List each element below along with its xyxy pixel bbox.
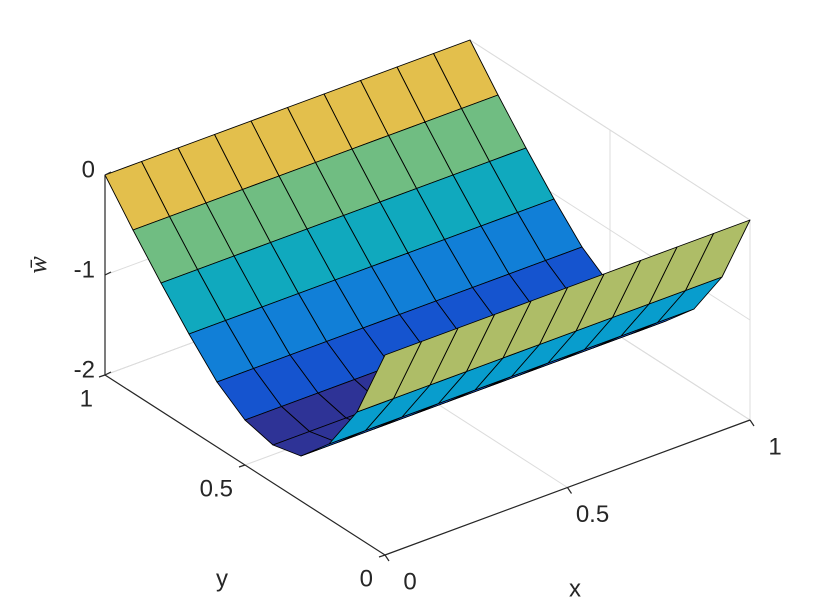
y-axis-label: y [216,565,228,592]
x-tick-label: 0 [403,568,416,595]
x-tick [567,487,572,494]
z-tick-label: 0 [82,156,95,183]
x-tick [749,419,755,427]
y-tick [98,374,106,378]
y-tick-label: 1 [80,385,93,412]
x-tick-label: 1 [768,433,781,460]
x-tick [384,554,390,562]
x-axis-label: x [569,575,581,602]
z-tick [104,271,112,276]
y-tick [378,554,386,558]
y-tick [238,464,246,468]
grid-line [469,39,751,221]
z-axis-label: w̄ [23,256,52,274]
x-tick-label: 0.5 [576,501,609,528]
surface-cell [356,341,422,413]
z-tick [104,371,112,376]
z-tick [104,171,112,176]
z-tick-label: -2 [74,356,95,383]
z-tick-label: -1 [74,256,95,283]
y-tick-label: 0.5 [200,475,233,502]
y-tick-label: 0 [360,565,373,592]
